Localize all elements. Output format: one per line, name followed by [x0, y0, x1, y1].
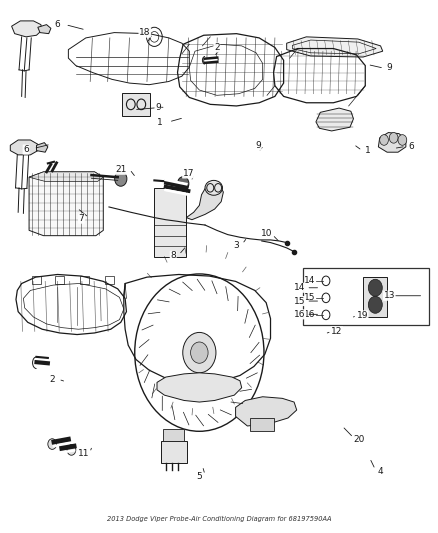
Bar [163, 429, 184, 441]
Text: 5: 5 [197, 472, 202, 481]
Bar [161, 441, 187, 463]
Text: 1: 1 [364, 146, 370, 155]
Bar [122, 93, 150, 116]
Text: 12: 12 [331, 327, 343, 336]
Bar [80, 276, 89, 284]
Text: 2013 Dodge Viper Probe-Air Conditioning Diagram for 68197590AA: 2013 Dodge Viper Probe-Air Conditioning … [107, 516, 331, 522]
Text: 9: 9 [155, 102, 161, 111]
Circle shape [48, 439, 57, 449]
Bar [250, 418, 274, 431]
Polygon shape [29, 172, 103, 181]
Text: 6: 6 [55, 20, 60, 29]
Text: 15: 15 [294, 296, 306, 305]
Text: 10: 10 [261, 229, 273, 238]
Polygon shape [157, 373, 242, 402]
Text: 19: 19 [357, 311, 368, 320]
Text: 14: 14 [294, 283, 305, 292]
Bar [106, 276, 114, 284]
Circle shape [67, 445, 76, 455]
Circle shape [368, 279, 382, 296]
Text: 2: 2 [49, 375, 55, 384]
Circle shape [368, 296, 382, 313]
Circle shape [177, 176, 189, 190]
Text: 6: 6 [23, 145, 29, 154]
Text: 6: 6 [408, 142, 414, 151]
Bar [32, 276, 41, 284]
Text: 3: 3 [233, 241, 239, 250]
Circle shape [311, 312, 317, 319]
Circle shape [398, 135, 407, 146]
Text: 9: 9 [255, 141, 261, 150]
Text: 7: 7 [78, 214, 85, 223]
Ellipse shape [205, 180, 223, 195]
Polygon shape [236, 397, 297, 426]
Circle shape [380, 135, 389, 146]
Polygon shape [186, 182, 223, 220]
Text: 8: 8 [170, 252, 176, 260]
Polygon shape [36, 143, 48, 152]
Text: 21: 21 [115, 165, 127, 174]
Text: 18: 18 [139, 28, 151, 37]
Polygon shape [287, 37, 383, 57]
Text: 1: 1 [157, 118, 163, 127]
Bar [55, 276, 64, 284]
Text: 16: 16 [294, 310, 306, 319]
Polygon shape [11, 140, 38, 155]
Text: 2: 2 [214, 43, 219, 52]
Polygon shape [378, 133, 406, 152]
Polygon shape [29, 172, 103, 236]
Circle shape [115, 171, 127, 186]
Text: 16: 16 [304, 310, 315, 319]
Polygon shape [38, 25, 51, 34]
Text: 14: 14 [304, 276, 315, 285]
Circle shape [183, 333, 216, 373]
Bar [363, 277, 387, 317]
Text: 15: 15 [304, 293, 315, 302]
Polygon shape [316, 108, 353, 131]
Polygon shape [12, 21, 42, 37]
Text: 9: 9 [386, 63, 392, 71]
Circle shape [191, 342, 208, 364]
Circle shape [389, 133, 398, 143]
Text: 11: 11 [78, 449, 89, 458]
Text: 20: 20 [353, 435, 364, 444]
Text: 4: 4 [378, 467, 383, 475]
Text: 13: 13 [384, 291, 395, 300]
Bar [154, 188, 186, 257]
FancyBboxPatch shape [303, 268, 429, 325]
Text: 17: 17 [183, 169, 194, 178]
